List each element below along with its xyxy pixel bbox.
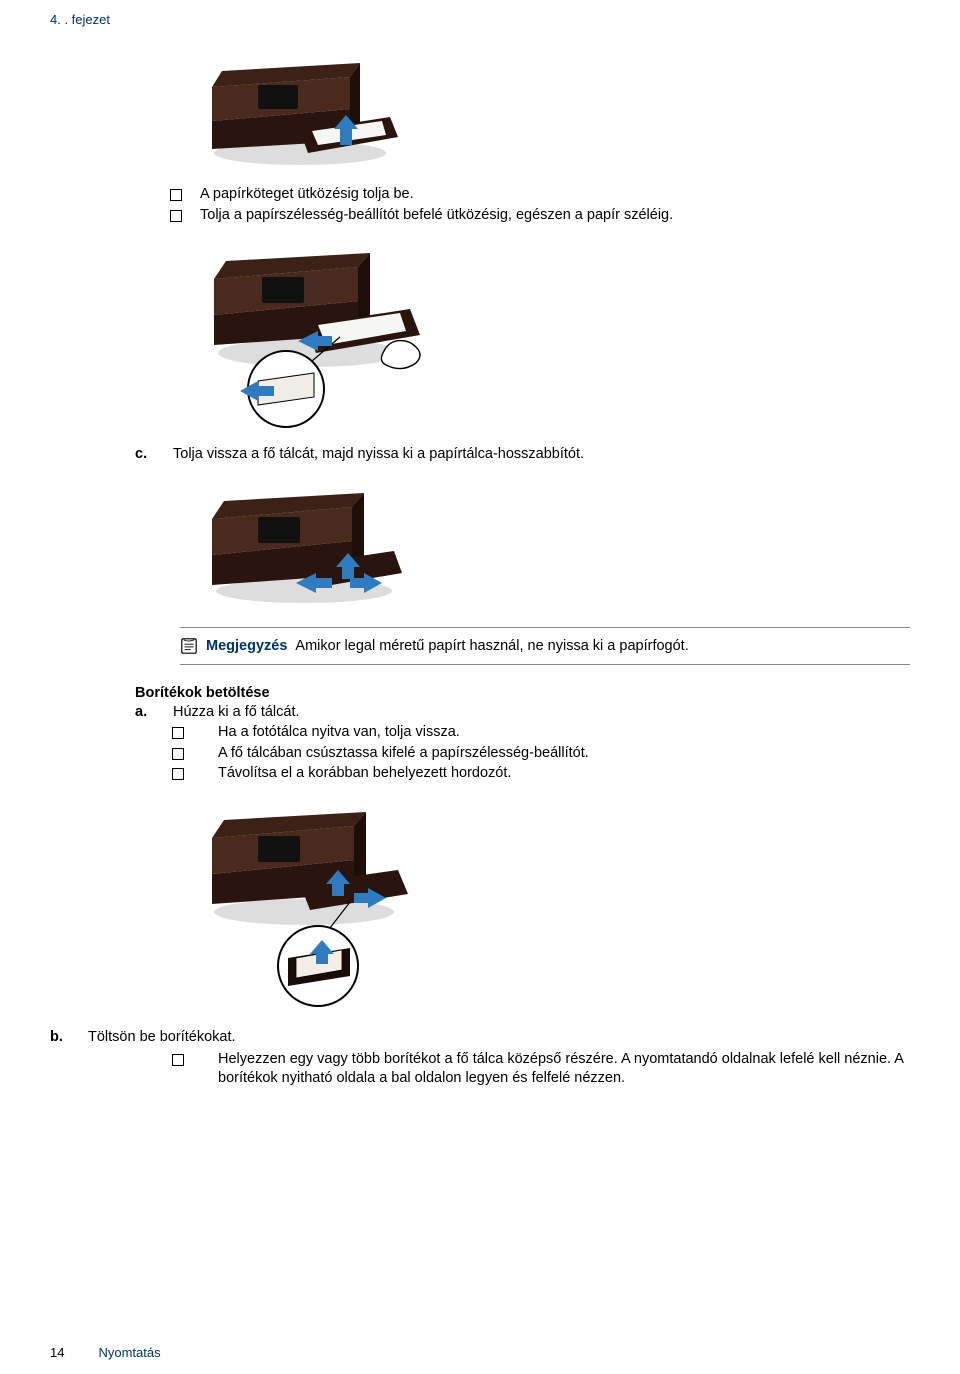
manual-page: 4. . fejezet A papírköteget ütközésig to… — [0, 0, 960, 1374]
bullet-square-icon — [172, 1054, 184, 1066]
step-b-sublist: Helyezzen egy vagy több borítékot a fő t… — [172, 1050, 910, 1089]
list-item: A papírköteget ütközésig tolja be. — [170, 185, 910, 205]
list-item-text: A fő tálcában csúsztassa kifelé a papírs… — [218, 744, 589, 764]
bullet-square-icon — [172, 748, 184, 760]
list-item: Ha a fotótálca nyitva van, tolja vissza. — [172, 723, 910, 743]
list-item: Tolja a papírszélesség-beállítót befelé … — [170, 206, 910, 226]
list-item: Távolítsa el a korábban behelyezett hord… — [172, 764, 910, 784]
step-list-top: A papírköteget ütközésig tolja be. Tolja… — [170, 185, 910, 225]
section-title: Borítékok betöltése — [135, 685, 910, 701]
bullet-square-icon — [170, 189, 182, 201]
page-footer: 14 Nyomtatás — [50, 1345, 161, 1360]
list-item-text: Helyezzen egy vagy több borítékot a fő t… — [218, 1050, 910, 1089]
bullet-square-icon — [172, 768, 184, 780]
page-number: 14 — [50, 1345, 64, 1360]
bullet-square-icon — [172, 727, 184, 739]
footer-section: Nyomtatás — [98, 1345, 160, 1360]
step-text: Húzza ki a fő tálcát. — [173, 703, 300, 723]
figure-printer-1 — [200, 41, 910, 171]
list-item: A fő tálcában csúsztassa kifelé a papírs… — [172, 744, 910, 764]
note-rule-top — [180, 627, 910, 628]
note-text: Amikor legal méretű papírt használ, ne n… — [295, 638, 688, 654]
step-letter: a. — [135, 703, 149, 723]
figure-printer-4 — [200, 790, 910, 1010]
list-item-text: Tolja a papírszélesség-beállítót befelé … — [200, 206, 673, 226]
step-letter: b. — [50, 1028, 64, 1048]
list-item-text: A papírköteget ütközésig tolja be. — [200, 185, 414, 205]
chapter-label: 4. . fejezet — [50, 12, 910, 27]
note-label: Megjegyzés — [206, 638, 287, 654]
list-item-text: Ha a fotótálca nyitva van, tolja vissza. — [218, 723, 460, 743]
step-b: b. Töltsön be borítékokat. — [50, 1028, 910, 1048]
figure-printer-3 — [200, 473, 910, 613]
step-text: Töltsön be borítékokat. — [88, 1028, 236, 1048]
list-item-text: Távolítsa el a korábban behelyezett hord… — [218, 764, 511, 784]
list-item: Helyezzen egy vagy több borítékot a fő t… — [172, 1050, 910, 1089]
step-letter: c. — [135, 445, 149, 465]
step-text: Tolja vissza a fő tálcát, majd nyissa ki… — [173, 445, 584, 465]
step-a: a. Húzza ki a fő tálcát. — [135, 703, 910, 723]
note-rule-bottom — [180, 664, 910, 665]
step-c: c. Tolja vissza a fő tálcát, majd nyissa… — [135, 445, 910, 465]
bullet-square-icon — [170, 210, 182, 222]
step-a-sublist: Ha a fotótálca nyitva van, tolja vissza.… — [172, 723, 910, 784]
note-block: Megjegyzés Amikor legal méretű papírt ha… — [180, 627, 910, 665]
note-icon — [180, 637, 198, 655]
figure-printer-2 — [200, 231, 910, 431]
